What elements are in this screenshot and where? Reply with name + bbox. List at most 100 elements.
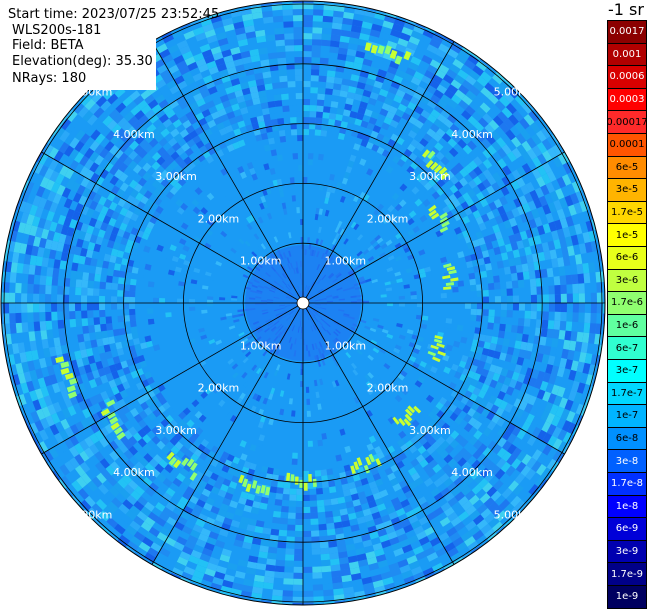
backscatter-gate xyxy=(501,310,507,317)
colorbar-cell: 1.7e-7 xyxy=(607,382,647,406)
backscatter-gate xyxy=(111,296,117,303)
backscatter-gate xyxy=(23,264,30,274)
backscatter-gate xyxy=(399,303,405,307)
range-ring-label: 3.00km xyxy=(155,424,197,437)
backscatter-gate xyxy=(566,321,573,331)
backscatter-gate xyxy=(331,570,341,577)
backscatter-gate xyxy=(106,275,113,283)
backscatter-gate xyxy=(9,313,16,323)
backscatter-gate xyxy=(306,399,310,405)
backscatter-gate xyxy=(495,296,501,303)
backscatter-gate xyxy=(547,268,554,277)
backscatter-gate xyxy=(21,293,27,303)
backscatter-gate xyxy=(265,570,275,577)
backscatter-gate xyxy=(277,58,286,65)
backscatter-gate xyxy=(317,500,325,507)
backscatter-gate xyxy=(303,591,313,597)
backscatter-gate xyxy=(51,285,57,294)
colorbar-unit: -1 sr xyxy=(608,0,644,19)
range-ring-label: 2.00km xyxy=(198,212,240,225)
backscatter-gate xyxy=(129,315,136,322)
range-ring-label: 3.00km xyxy=(409,424,451,437)
backscatter-gate xyxy=(331,29,341,36)
backscatter-gate xyxy=(553,267,560,277)
backscatter-gate xyxy=(293,573,303,579)
backscatter-gate xyxy=(303,27,313,33)
backscatter-gate xyxy=(321,34,331,41)
backscatter-gate xyxy=(303,39,312,45)
backscatter-gate xyxy=(46,276,53,285)
backscatter-gate xyxy=(446,318,453,324)
backscatter-gate xyxy=(39,303,45,312)
backscatter-gate xyxy=(269,541,278,548)
backscatter-gate xyxy=(282,494,289,501)
backscatter-gate xyxy=(381,294,387,297)
backscatter-gate xyxy=(303,507,310,513)
backscatter-gate xyxy=(291,129,297,135)
backscatter-gate xyxy=(280,82,288,89)
backscatter-gate xyxy=(11,262,18,273)
backscatter-gate xyxy=(572,274,579,284)
backscatter-gate xyxy=(560,321,567,331)
backscatter-gate xyxy=(422,316,429,321)
backscatter-gate xyxy=(33,312,39,322)
backscatter-gate xyxy=(325,88,333,95)
colorbar-cell: 3e-6 xyxy=(607,269,647,293)
aerosol-gate xyxy=(299,480,303,488)
colorbar-cell: 0.00017 xyxy=(607,110,647,134)
backscatter-gate xyxy=(322,112,329,119)
backscatter-gate xyxy=(585,303,591,313)
backscatter-gate xyxy=(267,553,277,560)
colorbar-cell: 1.7e-6 xyxy=(607,291,647,315)
backscatter-gate xyxy=(517,272,524,280)
backscatter-gate xyxy=(39,285,45,294)
backscatter-gate xyxy=(584,273,591,283)
backscatter-gate xyxy=(280,518,288,525)
backscatter-gate xyxy=(87,288,93,296)
backscatter-gate xyxy=(296,507,303,513)
backscatter-gate xyxy=(317,506,325,513)
backscatter-gate xyxy=(495,303,501,310)
backscatter-gate xyxy=(263,77,272,84)
colorbar-cell: 0.0003 xyxy=(607,88,647,112)
backscatter-gate xyxy=(289,495,296,501)
backscatter-gate xyxy=(207,296,213,300)
backscatter-gate xyxy=(470,315,477,322)
backscatter-gate xyxy=(488,316,495,323)
backscatter-gate xyxy=(269,107,277,114)
backscatter-gate xyxy=(262,11,273,18)
backscatter-gate xyxy=(279,70,288,77)
backscatter-gate xyxy=(524,319,531,327)
backscatter-gate xyxy=(494,282,501,289)
backscatter-gate xyxy=(468,273,475,280)
backscatter-gate xyxy=(283,578,293,585)
backscatter-gate xyxy=(470,285,477,292)
instrument-text: WLS200s-181 xyxy=(12,24,101,37)
backscatter-gate xyxy=(99,303,105,310)
backscatter-gate xyxy=(82,272,89,280)
backscatter-gate xyxy=(277,52,286,59)
backscatter-gate xyxy=(294,39,303,45)
backscatter-gate xyxy=(316,112,323,119)
backscatter-gate xyxy=(289,501,296,507)
backscatter-gate xyxy=(289,105,296,111)
backscatter-gate xyxy=(273,88,281,95)
backscatter-gate xyxy=(325,511,333,518)
backscatter-gate xyxy=(69,303,75,311)
backscatter-gate xyxy=(29,265,36,275)
backscatter-gate xyxy=(530,287,537,295)
backscatter-gate xyxy=(285,560,294,566)
backscatter-gate xyxy=(45,294,51,303)
backscatter-gate xyxy=(94,274,101,282)
colorbar-cell: 1e-6 xyxy=(607,314,647,338)
range-ring-label: 5.00km xyxy=(71,508,113,521)
backscatter-gate xyxy=(329,553,339,560)
backscatter-gate xyxy=(321,566,331,573)
aerosol-gate xyxy=(295,477,299,485)
backscatter-gate xyxy=(33,284,39,294)
aerosol-gate xyxy=(308,474,312,482)
backscatter-gate xyxy=(93,303,99,310)
backscatter-gate xyxy=(334,522,343,529)
backscatter-gate xyxy=(293,15,303,21)
backscatter-gate xyxy=(10,272,17,283)
